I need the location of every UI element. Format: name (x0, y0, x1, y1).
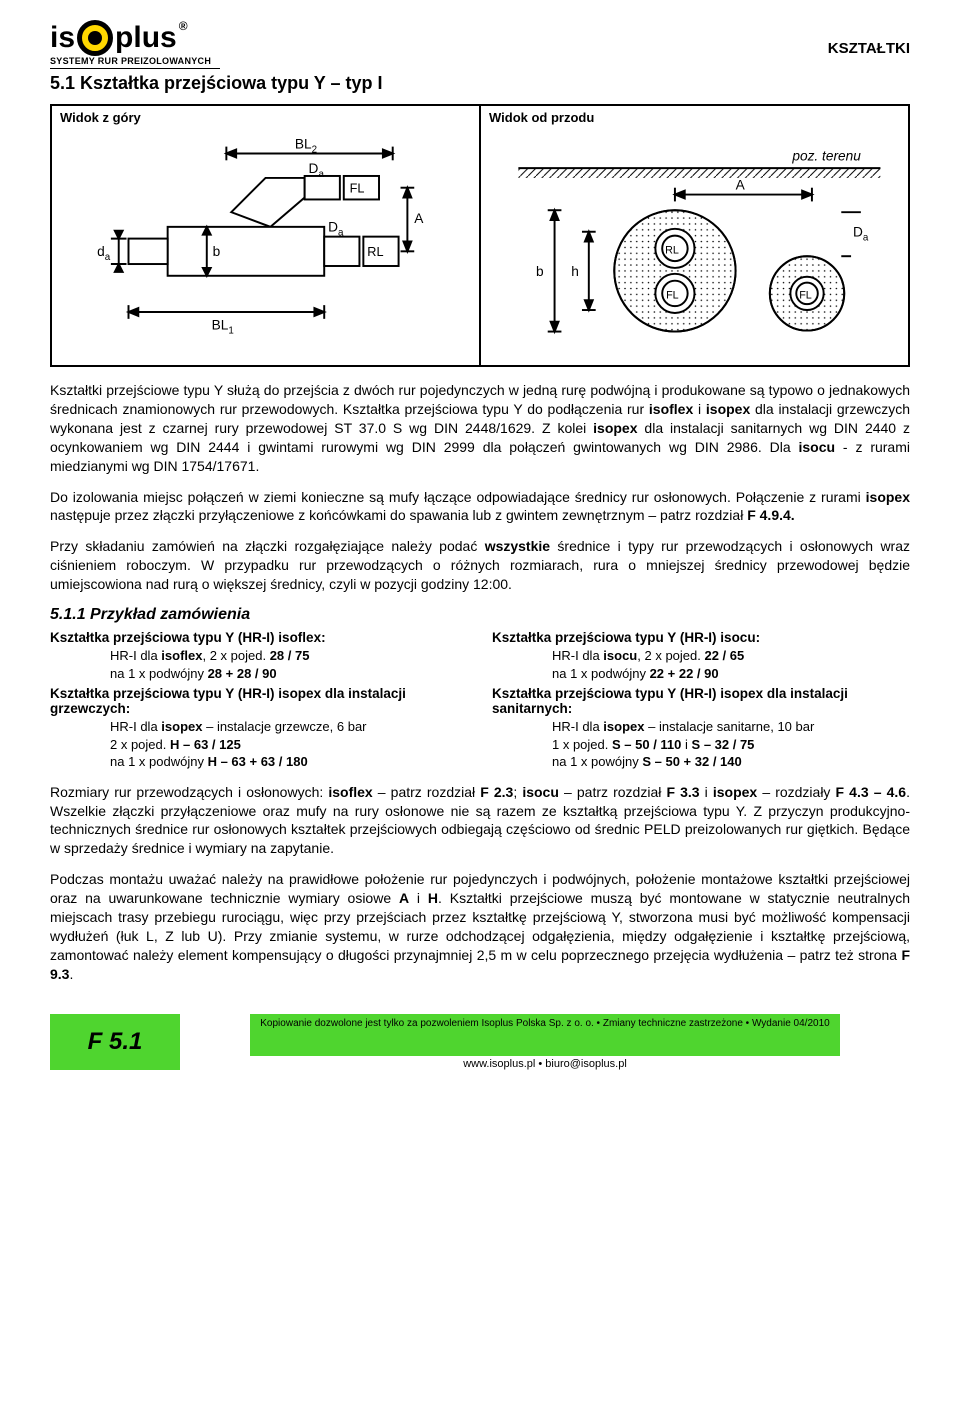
svg-text:FL: FL (350, 181, 365, 196)
paragraph-1: Kształtki przejściowe typu Y służą do pr… (50, 381, 910, 475)
logo-subtitle: SYSTEMY RUR PREIZOLOWANYCH (50, 56, 220, 66)
logo-underline (50, 68, 220, 69)
svg-text:da: da (97, 244, 111, 263)
example-col-3: Kształtka przejściowa typu Y (HR-I) isop… (50, 686, 468, 771)
header-category: KSZTAŁTKI (828, 40, 910, 57)
svg-text:FL: FL (666, 289, 679, 301)
diagram-right-label: Widok od przodu (489, 110, 900, 125)
svg-text:h: h (571, 264, 579, 279)
svg-text:A: A (736, 178, 746, 193)
example-heading: Kształtka przejściowa typu Y (HR-I) isof… (50, 630, 468, 645)
logo-reg: ® (179, 19, 188, 33)
logo-icon (77, 20, 113, 56)
paragraph-3: Przy składaniu zamówień na złączki rozga… (50, 537, 910, 594)
logo-block: is plus ® SYSTEMY RUR PREIZOLOWANYCH (50, 20, 220, 69)
diagram-left-cell: Widok z góry BL2 Da FL A (52, 106, 481, 365)
example-col-2: Kształtka przejściowa typu Y (HR-I) isoc… (492, 630, 910, 682)
diagram-front-view: poz. terenu A RL FL FL (489, 129, 900, 354)
subsection-title: 5.1.1 Przykład zamówienia (50, 606, 910, 624)
diagram-left-label: Widok z góry (60, 110, 471, 125)
svg-text:b: b (536, 264, 544, 279)
logo: is plus ® (50, 20, 220, 56)
svg-text:A: A (414, 211, 424, 226)
section-title: 5.1 Kształtka przejściowa typu Y – typ I (50, 73, 910, 94)
paragraph-2: Do izolowania miejsc połączeń w ziemi ko… (50, 488, 910, 526)
example-lines: HR-I dla isopex – instalacje sanitarne, … (552, 718, 910, 771)
page-footer: F 5.1 Kopiowanie dozwolone jest tylko za… (50, 1014, 910, 1070)
example-col-4: Kształtka przejściowa typu Y (HR-I) isop… (492, 686, 910, 771)
logo-is: is (50, 21, 75, 55)
footer-right: Kopiowanie dozwolone jest tylko za pozwo… (180, 1014, 910, 1070)
example-col-1: Kształtka przejściowa typu Y (HR-I) isof… (50, 630, 468, 682)
example-lines: HR-I dla isoflex, 2 x pojed. 28 / 75 na … (110, 647, 468, 682)
svg-text:b: b (213, 244, 221, 259)
example-heading: Kształtka przejściowa typu Y (HR-I) isop… (492, 686, 910, 716)
example-lines: HR-I dla isocu, 2 x pojed. 22 / 65 na 1 … (552, 647, 910, 682)
svg-text:RL: RL (367, 244, 383, 259)
example-grid: Kształtka przejściowa typu Y (HR-I) isof… (50, 630, 910, 771)
paragraph-4: Rozmiary rur przewodzących i osłonowych:… (50, 783, 910, 859)
svg-text:FL: FL (799, 289, 812, 301)
footer-copyright: Kopiowanie dozwolone jest tylko za pozwo… (250, 1014, 839, 1056)
diagram-right-cell: Widok od przodu poz. terenu A (481, 106, 908, 365)
footer-page-badge: F 5.1 (50, 1014, 180, 1070)
svg-text:BL1: BL1 (212, 318, 234, 337)
paragraph-5: Podczas montażu uważać należy na prawidł… (50, 870, 910, 983)
example-heading: Kształtka przejściowa typu Y (HR-I) isop… (50, 686, 468, 716)
example-heading: Kształtka przejściowa typu Y (HR-I) isoc… (492, 630, 910, 645)
svg-text:poz. terenu: poz. terenu (791, 148, 861, 163)
svg-text:RL: RL (665, 244, 679, 256)
example-lines: HR-I dla isopex – instalacje grzewcze, 6… (110, 718, 468, 771)
diagram-top-view: BL2 Da FL A (60, 129, 471, 354)
logo-plus: plus (115, 21, 177, 55)
diagram-container: Widok z góry BL2 Da FL A (50, 104, 910, 367)
footer-contact: www.isoplus.pl • biuro@isoplus.pl (180, 1056, 910, 1070)
svg-text:Da: Da (853, 225, 869, 244)
page-header: is plus ® SYSTEMY RUR PREIZOLOWANYCH KSZ… (50, 20, 910, 69)
